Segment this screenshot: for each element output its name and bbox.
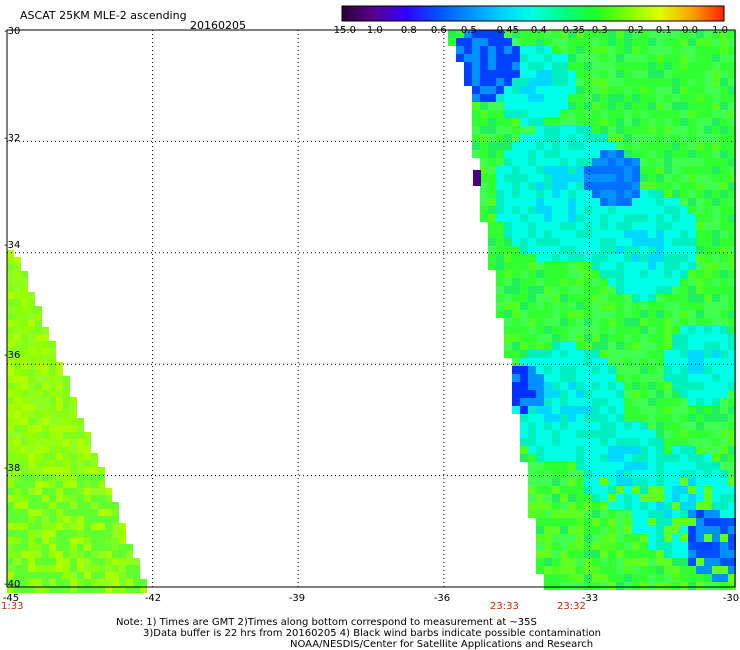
- map-title: ASCAT 25KM MLE-2 ascending: [20, 9, 187, 22]
- colorbar-labels: -15.0 -1.0 -0.8 -0.6 -0.5 -0.45 -0.4 -0.…: [300, 25, 740, 39]
- time-label: 1:33: [1, 601, 24, 612]
- cbar-label: -0.3: [588, 25, 608, 36]
- map-date: 20160205: [190, 19, 246, 32]
- colorbar-gradient: [341, 5, 725, 22]
- lat-label: -40: [4, 579, 21, 590]
- map-frame: [6, 29, 736, 588]
- cbar-label: -15.0: [330, 25, 356, 36]
- time-label: 23:32: [557, 601, 586, 612]
- note-line-2: 3)Data buffer is 22 hrs from 20160205 4)…: [143, 628, 601, 639]
- cbar-label: -0.6: [427, 25, 447, 36]
- lat-label: -34: [4, 240, 21, 251]
- contamination-cell: [473, 170, 481, 186]
- note-line-1: Note: 1) Times are GMT 2)Times along bot…: [116, 617, 537, 628]
- cbar-label: -0.35: [559, 25, 585, 36]
- cbar-label: -0.4: [527, 25, 547, 36]
- cbar-label: -1.0: [363, 25, 383, 36]
- lat-label: -32: [4, 133, 21, 144]
- lat-label: -38: [4, 463, 21, 474]
- cbar-label: -0.1: [652, 25, 672, 36]
- cbar-label: 0.0: [682, 25, 698, 36]
- lon-label: -33: [581, 593, 599, 604]
- lon-label: -42: [144, 593, 162, 604]
- right-swath: [448, 30, 736, 590]
- colorbar: [341, 5, 725, 22]
- lon-label: -45: [2, 593, 20, 604]
- lon-label: -39: [288, 593, 306, 604]
- lon-label: -36: [433, 593, 451, 604]
- lat-lon-grid: [7, 30, 735, 587]
- lon-label: -30: [722, 593, 740, 604]
- cbar-label: -0.45: [493, 25, 519, 36]
- lat-label: -36: [4, 350, 21, 361]
- time-label: 23:33: [490, 601, 519, 612]
- cbar-label: -0.2: [624, 25, 644, 36]
- cbar-label: -0.5: [457, 25, 477, 36]
- left-swath: [7, 250, 147, 593]
- cbar-label: -0.8: [397, 25, 417, 36]
- lat-label: -30: [4, 26, 21, 37]
- cbar-label: 1.0: [712, 25, 728, 36]
- note-line-3: NOAA/NESDIS/Center for Satellite Applica…: [290, 639, 594, 650]
